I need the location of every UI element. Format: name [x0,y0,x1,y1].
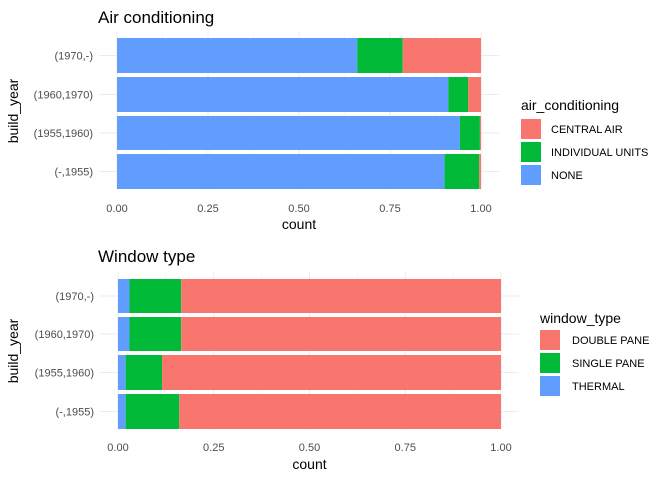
chart1-legend-label: DOUBLE PANE [572,335,649,347]
chart0-bar-none [117,77,449,112]
chart0-x-tick-label: 0.75 [379,203,400,215]
chart0-y-tick-label: (1955,1960) [34,128,93,140]
chart1-bar-single-pane [125,355,163,390]
chart0-y-tick-label: (1970,-) [54,51,93,63]
chart1-legend-key [540,376,560,396]
chart0-bar-central-air [468,77,481,112]
chart0-legend-label: INDIVIDUAL UNITS [551,147,648,159]
chart0-legend-label: CENTRAL AIR [551,124,623,136]
chart0-y-tick-label: (-,1955) [54,167,93,179]
chart1-legend-label: THERMAL [572,381,625,393]
chart0-x-tick-label: 0.00 [106,203,127,215]
chart0-x-tick-label: 0.50 [288,203,309,215]
chart0-panel: (1970,-) (1960,1970) (1955,1960) (-,1955) 0.… [5,8,648,232]
chart0-bar-individual-units [448,77,469,112]
chart1-bar-double-pane [181,279,501,313]
chart0-legend: air_conditioning CENTRAL AIR INDIVIDUAL UN… [521,97,648,185]
chart1-bar-thermal [118,317,130,351]
chart1-legend-label: SINGLE PANE [572,358,645,370]
chart1-legend-key [540,353,560,373]
chart1-legend: window_type DOUBLE PANE SINGLE PANE THERMAL [539,310,649,396]
chart1-bar-double-pane [181,317,501,351]
chart1-y-tick-label: (1955,1960) [35,368,94,380]
chart1-y-tick-label: (-,1955) [55,407,94,419]
chart0-bar-none [117,38,358,73]
chart1-bar-double-pane [179,394,501,429]
chart1-x-tick-label: 1.00 [490,442,511,454]
chart0-legend-key [521,142,541,162]
chart0-bar-central-air [402,38,481,73]
chart0-legend-label: NONE [551,170,583,182]
chart1-bar-double-pane [162,355,502,390]
chart1-x-tick-label: 0.00 [107,442,128,454]
chart0-x-axis-title: count [282,216,316,232]
chart0-bar-individual-units [444,154,480,189]
chart0-bar-individual-units [459,116,480,150]
chart0-bar-central-air [479,116,481,150]
chart1-bar-single-pane [129,317,182,351]
chart0-legend-key [521,165,541,185]
chart0-bar-individual-units [357,38,403,73]
chart1-bar-thermal [118,279,130,313]
chart0-bar-none [117,116,460,150]
chart1-bar-thermal [118,394,126,429]
chart0-legend-key [521,119,541,139]
chart1-x-tick-label: 0.25 [203,442,224,454]
chart1-y-tick-label: (1970,-) [55,291,94,303]
chart1-y-tick-label: (1960,1970) [35,329,94,341]
chart1-x-tick-label: 0.50 [299,442,320,454]
chart1-bar-single-pane [125,394,180,429]
chart0-y-axis-title: build_year [5,78,21,143]
chart0-title: Air conditioning [98,8,214,27]
chart1-panel: (1970,-) (1960,1970) (1955,1960) (-,1955) 0.… [5,247,649,472]
chart1-x-axis-title: count [292,456,326,472]
chart1-legend-title: window_type [539,310,621,326]
chart1-title: Window type [98,247,195,266]
chart0-bar-none [117,154,445,189]
chart1-y-axis-title: build_year [5,318,21,383]
chart1-bar-thermal [118,355,126,390]
chart1-bar-single-pane [129,279,182,313]
chart1-legend-key [540,330,560,350]
chart0-bar-central-air [479,154,481,189]
chart0-x-tick-label: 1.00 [470,203,491,215]
chart0-legend-title: air_conditioning [521,97,619,113]
chart1-x-tick-label: 0.75 [395,442,416,454]
chart0-x-tick-label: 0.25 [197,203,218,215]
chart0-y-tick-label: (1960,1970) [34,90,93,102]
